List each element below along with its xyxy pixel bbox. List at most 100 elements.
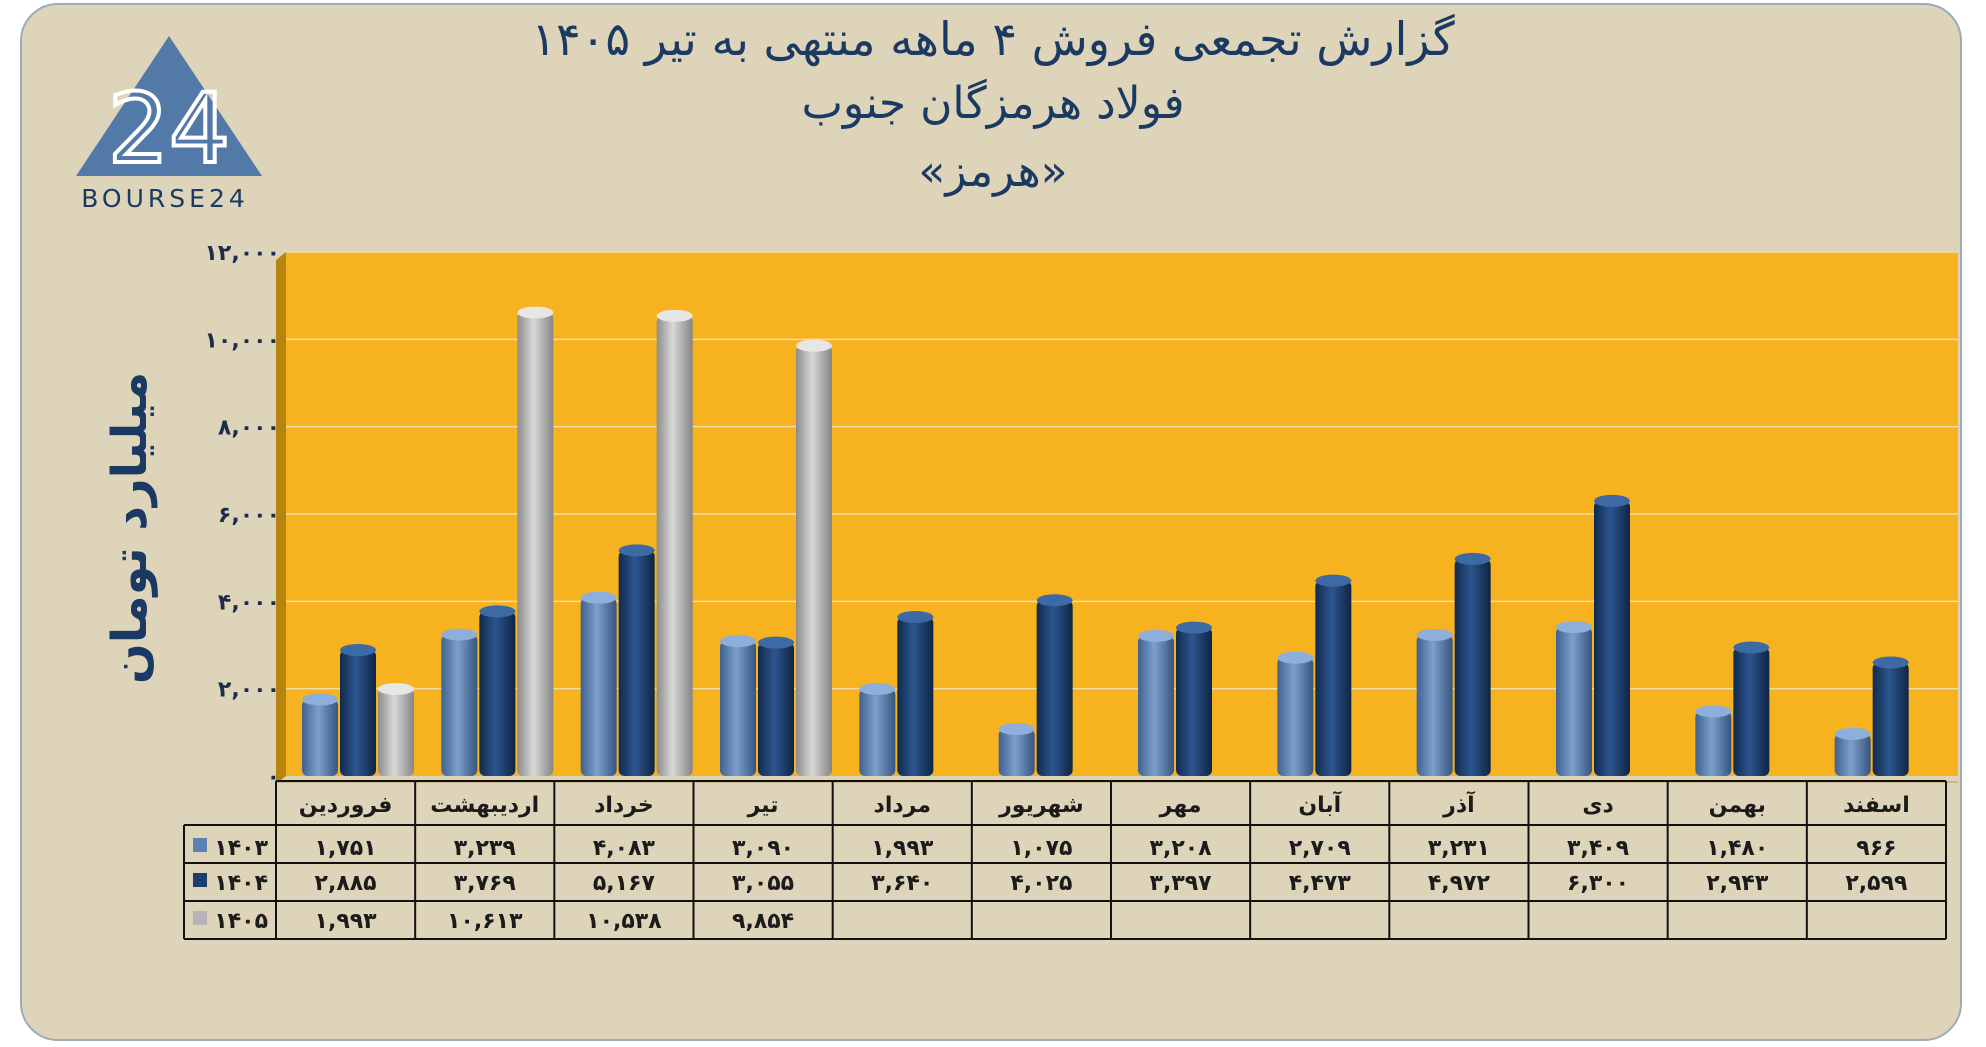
data-label: ۴,۰۲۵ bbox=[1010, 871, 1072, 896]
bar-top bbox=[656, 309, 693, 322]
data-label: ۳,۲۳۱ bbox=[1428, 836, 1490, 861]
bar-top bbox=[897, 611, 934, 624]
data-label: ۲,۷۰۹ bbox=[1289, 836, 1351, 861]
legend-swatch bbox=[193, 911, 207, 925]
bar-top bbox=[479, 605, 516, 618]
x-tick-label: بهمن bbox=[1709, 793, 1766, 818]
bar bbox=[656, 315, 693, 776]
bar-top bbox=[1733, 641, 1770, 654]
bourse24-logo: 24 bbox=[76, 36, 262, 187]
data-label: ۴,۰۸۳ bbox=[593, 836, 656, 861]
bar bbox=[618, 550, 655, 776]
data-label: ۳,۴۰۹ bbox=[1567, 836, 1629, 861]
bar-top bbox=[998, 723, 1035, 736]
bar bbox=[1872, 662, 1909, 776]
bar bbox=[1454, 558, 1491, 776]
bar bbox=[1695, 711, 1732, 776]
bar bbox=[1556, 627, 1592, 776]
svg-text:24: 24 bbox=[108, 73, 230, 185]
x-tick-label: فروردین bbox=[299, 793, 393, 818]
data-label: ۱,۴۸۰ bbox=[1706, 836, 1768, 861]
x-tick-label: شهریور bbox=[998, 793, 1084, 818]
bar bbox=[441, 634, 478, 776]
bar bbox=[1176, 627, 1212, 776]
data-label: ۱,۹۹۳ bbox=[871, 836, 934, 861]
y-tick-label: ۲,۰۰۰ bbox=[218, 678, 280, 703]
bar bbox=[859, 688, 896, 776]
bar bbox=[1138, 635, 1174, 776]
data-label: ۱۰,۶۱۳ bbox=[447, 909, 523, 934]
data-label: ۶,۳۰۰ bbox=[1567, 871, 1629, 896]
x-tick-label: اسفند bbox=[1843, 793, 1910, 818]
bar-top bbox=[618, 544, 655, 557]
data-label: ۱,۹۹۳ bbox=[315, 909, 378, 934]
x-tick-label: آذر bbox=[1442, 790, 1475, 818]
bar-top bbox=[1834, 727, 1871, 740]
bar-top bbox=[758, 636, 794, 649]
bar-top bbox=[1277, 651, 1314, 664]
y-tick-label: ۶,۰۰۰ bbox=[218, 503, 280, 528]
bar-top bbox=[517, 306, 554, 319]
data-label: ۹,۸۵۴ bbox=[732, 909, 794, 934]
bar-top bbox=[1556, 621, 1592, 634]
data-label: ۹۶۶ bbox=[1856, 836, 1896, 861]
bar-top bbox=[1138, 629, 1174, 642]
bar-top bbox=[1176, 621, 1212, 634]
bar bbox=[1733, 647, 1770, 776]
bar bbox=[378, 688, 414, 776]
legend-label: ۱۴۰۳ bbox=[214, 836, 268, 861]
x-tick-label: مهر bbox=[1159, 793, 1202, 818]
bar-top bbox=[340, 644, 376, 657]
bar-top bbox=[1454, 552, 1491, 565]
bar bbox=[1594, 500, 1630, 776]
x-tick-label: خرداد bbox=[594, 793, 654, 818]
data-label: ۱۰,۵۳۸ bbox=[586, 909, 662, 934]
bar bbox=[1315, 580, 1352, 776]
data-label: ۳,۲۳۹ bbox=[454, 836, 516, 861]
bar bbox=[758, 642, 794, 776]
bar bbox=[1277, 657, 1314, 776]
legend-swatch bbox=[193, 873, 207, 887]
bar-top bbox=[580, 591, 617, 604]
x-tick-label: دی bbox=[1582, 793, 1613, 818]
data-label: ۵,۱۶۷ bbox=[593, 871, 656, 896]
data-label: ۳,۰۵۵ bbox=[732, 871, 794, 896]
chart-ticker: «هرمز» bbox=[918, 146, 1068, 197]
data-label: ۳,۶۴۰ bbox=[871, 871, 933, 896]
y-tick-label: ۴,۰۰۰ bbox=[218, 590, 280, 615]
data-label: ۳,۷۶۹ bbox=[454, 871, 516, 896]
x-tick-label: آبان bbox=[1298, 790, 1341, 818]
x-tick-label: مرداد bbox=[874, 793, 931, 818]
bar-top bbox=[441, 628, 478, 641]
bar bbox=[897, 617, 934, 776]
legend-swatch bbox=[193, 838, 207, 852]
bar-top bbox=[302, 693, 338, 706]
data-label: ۲,۵۹۹ bbox=[1845, 871, 1907, 896]
y-tick-label: ۸,۰۰۰ bbox=[218, 416, 280, 441]
data-label: ۴,۹۷۲ bbox=[1428, 871, 1491, 896]
x-tick-label: تیر bbox=[747, 793, 779, 818]
data-label: ۳,۳۹۷ bbox=[1150, 871, 1213, 896]
bar-top bbox=[1416, 628, 1453, 641]
data-label: ۳,۰۹۰ bbox=[732, 836, 794, 861]
data-label: ۲,۹۴۳ bbox=[1706, 871, 1769, 896]
bar-top bbox=[1315, 574, 1352, 587]
y-tick-label: ۰ bbox=[267, 765, 280, 790]
logo-text: BOURSE24 bbox=[81, 184, 249, 213]
legend-label: ۱۴۰۵ bbox=[214, 909, 268, 934]
bar bbox=[796, 345, 832, 776]
x-tick-label: اردیبهشت bbox=[430, 793, 539, 818]
bar bbox=[517, 312, 554, 776]
bar-top bbox=[1036, 594, 1073, 607]
bar bbox=[720, 641, 756, 776]
legend-label: ۱۴۰۴ bbox=[214, 871, 268, 896]
bar bbox=[302, 699, 338, 776]
bar-top bbox=[378, 682, 414, 695]
data-label: ۱,۰۷۵ bbox=[1010, 836, 1072, 861]
y-tick-label: ۱۲,۰۰۰ bbox=[205, 241, 281, 266]
bar bbox=[998, 729, 1035, 776]
bar bbox=[580, 597, 617, 776]
bar bbox=[340, 650, 376, 776]
data-label: ۲,۸۸۵ bbox=[315, 871, 377, 896]
